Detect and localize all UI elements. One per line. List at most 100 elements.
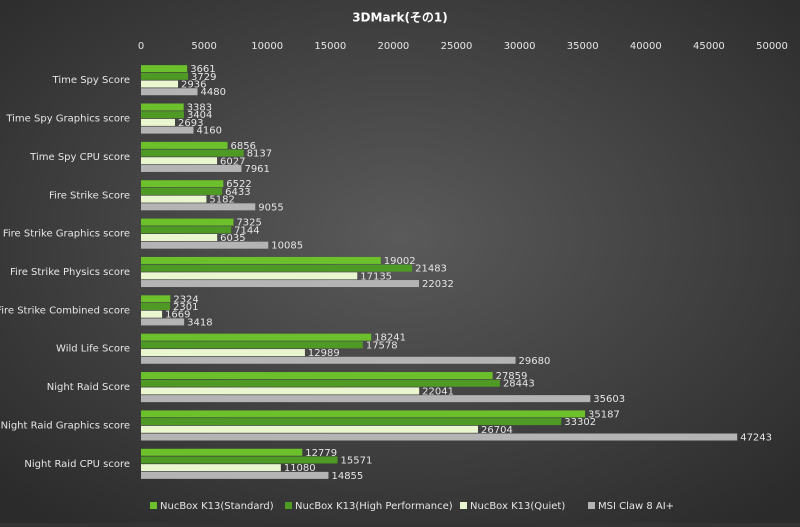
- y-tick-label: Time Spy Score: [52, 75, 130, 86]
- bar: [141, 157, 218, 165]
- x-tick-label: 20000: [377, 41, 409, 52]
- y-tick-label: Fire Strike Physics score: [10, 267, 130, 278]
- bar: [141, 349, 305, 357]
- value-label: 8137: [247, 149, 272, 160]
- value-label: 12989: [308, 348, 340, 359]
- value-label: 7144: [234, 225, 259, 236]
- value-label: 6035: [220, 233, 245, 244]
- x-tick-label: 40000: [630, 41, 662, 52]
- x-tick-label: 30000: [504, 41, 536, 52]
- value-label: 9055: [258, 202, 283, 213]
- bar: [141, 241, 269, 249]
- value-label: 17578: [366, 340, 398, 351]
- value-label: 4480: [201, 87, 226, 98]
- bar: [141, 126, 194, 134]
- value-label: 3729: [191, 72, 216, 83]
- bar: [141, 379, 500, 387]
- legend-label: NucBox K13(High Performance): [295, 501, 453, 512]
- x-tick-label: 45000: [693, 41, 725, 52]
- bar: [141, 272, 358, 280]
- bar: [141, 72, 189, 80]
- bar: [141, 333, 372, 341]
- value-label: 12779: [305, 448, 337, 459]
- y-tick-label: Night Raid Score: [47, 382, 130, 393]
- value-label: 35603: [593, 394, 625, 405]
- bar: [141, 195, 207, 203]
- bar: [141, 80, 179, 88]
- y-tick-label: Fire Strike Graphics score: [3, 229, 130, 240]
- value-label: 33302: [564, 417, 596, 428]
- value-label: 10085: [271, 241, 303, 252]
- bar: [141, 418, 562, 426]
- legend-swatch: [150, 502, 157, 509]
- value-label: 15571: [341, 455, 373, 466]
- y-tick-label: Night Raid Graphics score: [1, 420, 130, 431]
- value-label: 18241: [374, 333, 406, 344]
- y-tick-label: Time Spy CPU score: [29, 152, 130, 163]
- legend-label: MSI Claw 8 AI+: [598, 501, 674, 512]
- x-tick-label: 0: [138, 41, 144, 52]
- bar: [141, 256, 381, 264]
- bar: [141, 356, 516, 364]
- y-tick-label: Wild Life Score: [56, 344, 130, 355]
- bar: [141, 103, 184, 111]
- bar: [141, 425, 479, 433]
- value-label: 2324: [173, 294, 198, 305]
- value-label: 7961: [244, 164, 269, 175]
- value-label: 17135: [360, 271, 392, 282]
- legend-swatch: [588, 502, 595, 509]
- bar: [141, 203, 256, 211]
- legend-swatch: [285, 502, 292, 509]
- value-label: 29680: [519, 356, 551, 367]
- value-label: 6433: [225, 187, 250, 198]
- bar: [141, 164, 242, 172]
- bar: [141, 464, 281, 472]
- bar: [141, 218, 234, 226]
- bar: [141, 341, 363, 349]
- value-label: 2693: [178, 118, 203, 129]
- bar: [141, 387, 420, 395]
- bar: [141, 118, 175, 126]
- value-label: 14855: [331, 471, 363, 482]
- chart-title: 3DMark(その1): [352, 11, 448, 25]
- bar: [141, 410, 586, 418]
- x-tick-label: 50000: [756, 41, 788, 52]
- bar: [141, 433, 738, 441]
- x-tick-label: 15000: [314, 41, 346, 52]
- value-label: 26704: [481, 425, 513, 436]
- bar: [141, 149, 244, 157]
- value-label: 1669: [165, 310, 190, 321]
- bar: [141, 456, 338, 464]
- value-label: 6522: [226, 179, 251, 190]
- value-label: 7325: [236, 218, 261, 229]
- legend-swatch: [460, 502, 467, 509]
- bar: [141, 88, 198, 96]
- bar: [141, 310, 163, 318]
- value-label: 47243: [740, 433, 772, 444]
- value-label: 19002: [384, 256, 416, 267]
- bar: [141, 318, 185, 326]
- bar: [141, 303, 171, 311]
- bar: [141, 187, 223, 195]
- bar: [141, 295, 171, 303]
- value-label: 22032: [422, 279, 454, 290]
- x-tick-label: 25000: [441, 41, 473, 52]
- bar: [141, 448, 303, 456]
- x-tick-label: 35000: [567, 41, 599, 52]
- value-label: 21483: [415, 264, 447, 275]
- value-label: 28443: [503, 379, 535, 390]
- y-tick-label: Fire Strike Combined score: [0, 305, 130, 316]
- y-tick-label: Night Raid CPU score: [24, 459, 130, 470]
- bar: [141, 141, 228, 149]
- legend-label: NucBox K13(Quiet): [470, 501, 565, 512]
- value-label: 3418: [187, 317, 212, 328]
- value-label: 6027: [220, 156, 245, 167]
- value-label: 2936: [181, 80, 206, 91]
- value-label: 5182: [209, 195, 234, 206]
- bar: [141, 180, 224, 188]
- bar: [141, 372, 493, 380]
- value-label: 35187: [588, 409, 620, 420]
- value-label: 22041: [422, 386, 454, 397]
- value-label: 4160: [196, 126, 221, 137]
